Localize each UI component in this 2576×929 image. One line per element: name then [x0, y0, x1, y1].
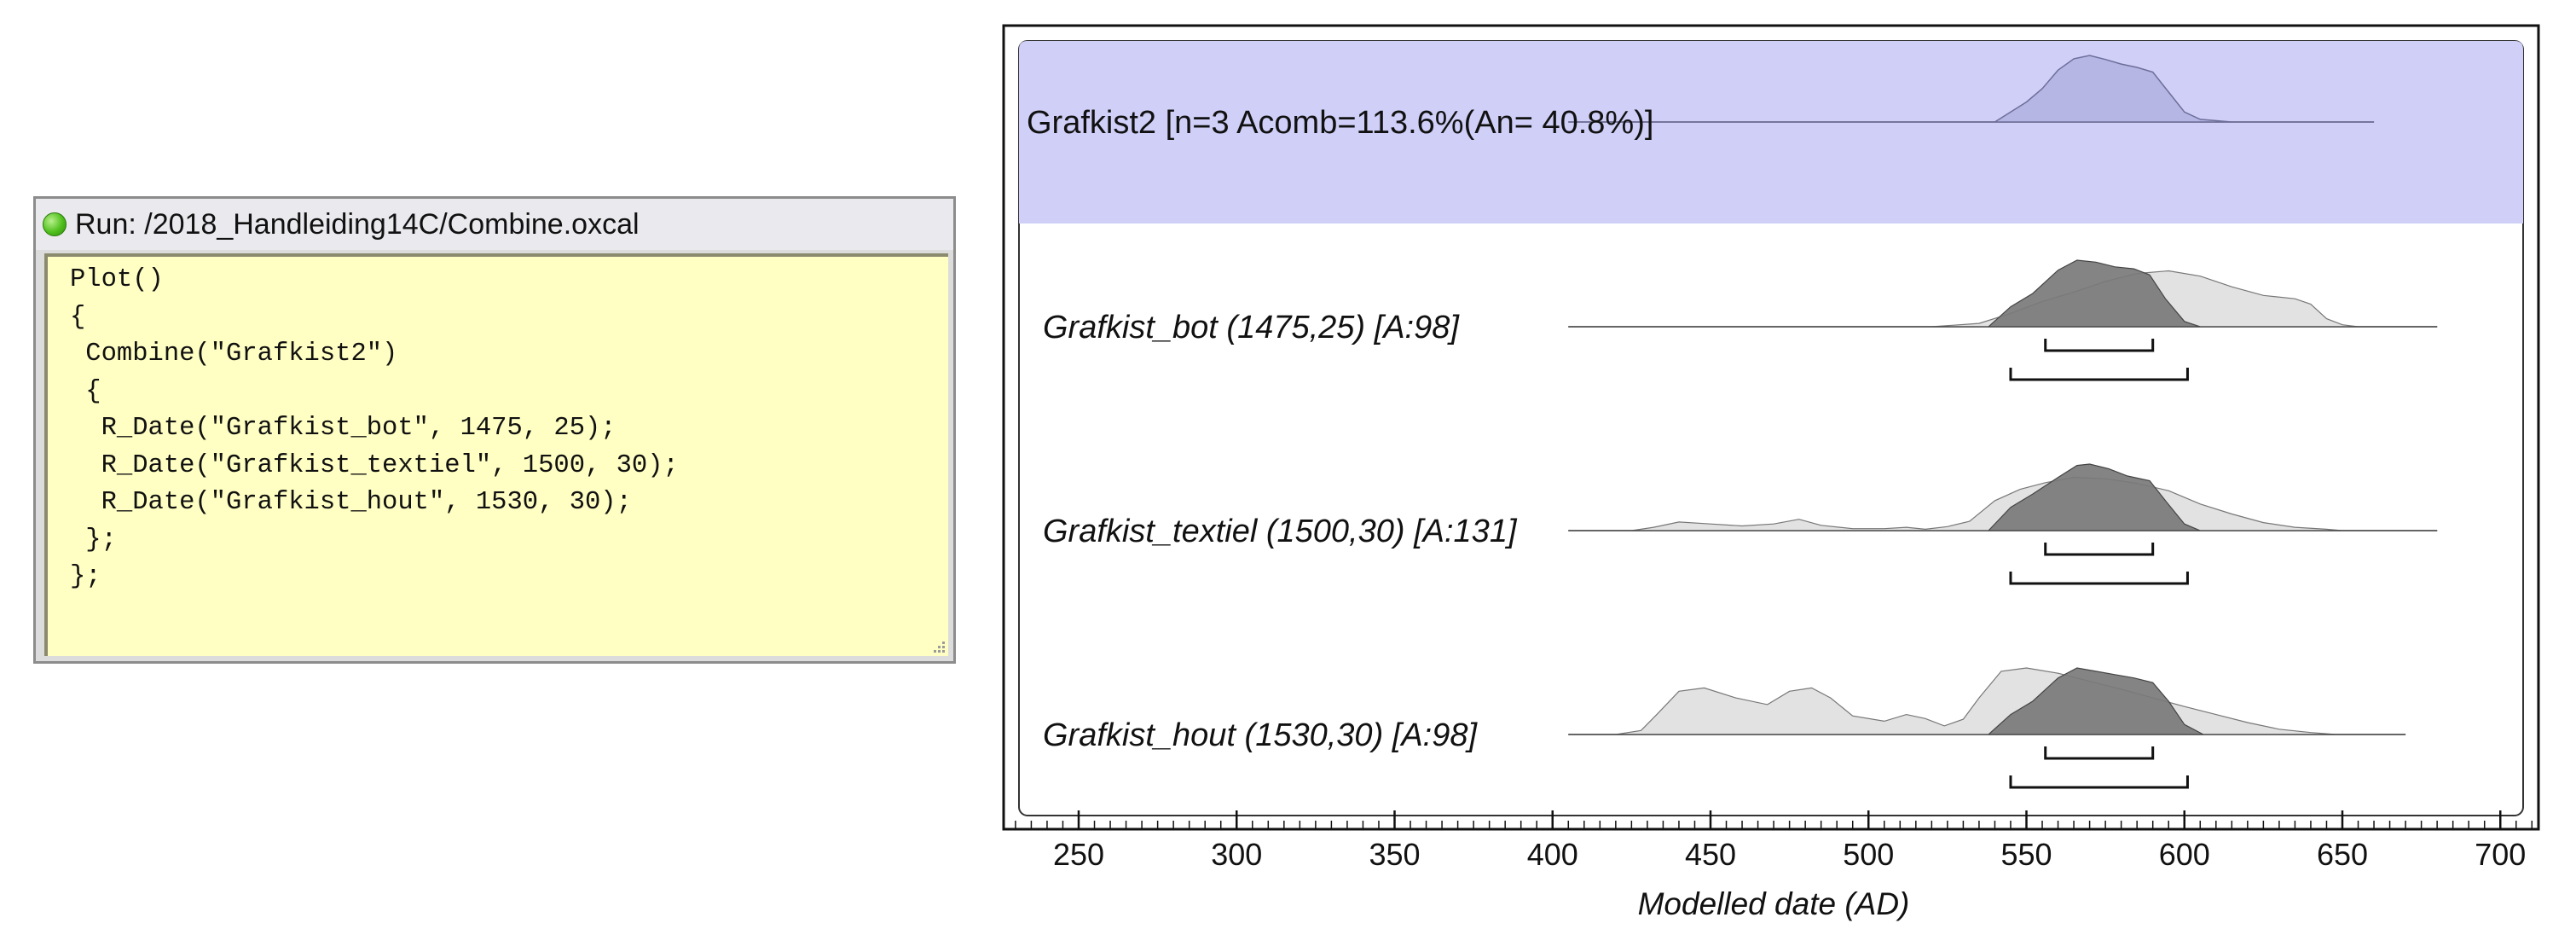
code-text[interactable]: Plot() { Combine("Grafkist2") { R_Date("…: [48, 257, 948, 596]
run-status-icon: [43, 212, 67, 236]
range-bracket-inner: [2044, 339, 2155, 352]
x-tick-label: 450: [1685, 837, 1736, 872]
date-label: Grafkist_hout (1530,30) [A:98]: [1043, 717, 1479, 753]
code-line: {: [70, 302, 86, 332]
posterior-distribution: [1568, 259, 2438, 328]
x-tick-label: 350: [1369, 837, 1420, 872]
code-line: {: [70, 376, 101, 406]
run-window: Run: /2018_Handleiding14C/Combine.oxcal …: [33, 196, 956, 664]
code-editor[interactable]: Plot() { Combine("Grafkist2") { R_Date("…: [44, 253, 948, 656]
x-tick-label: 300: [1211, 837, 1262, 872]
code-line: Plot(): [70, 265, 164, 294]
range-bracket-inner: [2044, 543, 2155, 556]
x-tick-label: 500: [1843, 837, 1894, 872]
posterior-distribution: [1568, 463, 2438, 531]
range-bracket-outer: [2009, 368, 2189, 381]
code-line: R_Date("Grafkist_hout", 1530, 30);: [70, 488, 632, 517]
code-line: Combine("Grafkist2"): [70, 340, 398, 369]
code-line: R_Date("Grafkist_bot", 1475, 25);: [70, 414, 617, 443]
run-title-bar: Run: /2018_Handleiding14C/Combine.oxcal: [36, 199, 953, 250]
combine-label: Grafkist2 [n=3 Acomb=113.6%(An= 40.8%)]: [1027, 105, 1653, 141]
combine-distribution: [1568, 55, 2375, 123]
code-line: };: [70, 562, 101, 591]
x-tick-label: 400: [1527, 837, 1578, 872]
x-tick-label: 550: [2000, 837, 2052, 872]
resize-grip-icon[interactable]: [933, 641, 945, 653]
range-bracket-outer: [2009, 572, 2189, 585]
date-label: Grafkist_textiel (1500,30) [A:131]: [1043, 514, 1518, 549]
range-bracket-inner: [2044, 746, 2155, 760]
posterior-distribution: [1568, 667, 2406, 735]
x-tick-label: 600: [2159, 837, 2210, 872]
x-tick-label: 650: [2317, 837, 2368, 872]
prior-distribution: [1568, 667, 2406, 735]
x-tick-label: 700: [2475, 837, 2526, 872]
run-title: Run: /2018_Handleiding14C/Combine.oxcal: [75, 207, 640, 241]
x-axis-label: Modelled date (AD): [1638, 886, 1910, 921]
x-tick-label: 250: [1053, 837, 1104, 872]
prior-distribution: [1568, 476, 2438, 531]
range-bracket-outer: [2009, 775, 2189, 789]
code-line: };: [70, 525, 117, 554]
date-label: Grafkist_bot (1475,25) [A:98]: [1043, 310, 1460, 345]
code-line: R_Date("Grafkist_textiel", 1500, 30);: [70, 450, 679, 480]
